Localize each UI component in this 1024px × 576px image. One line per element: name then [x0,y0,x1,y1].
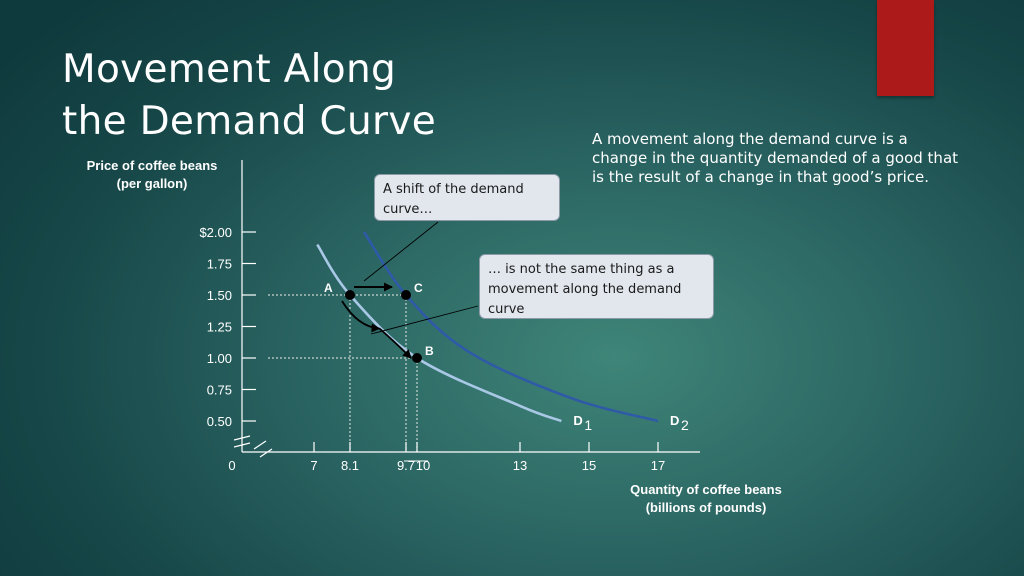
point-c [401,290,411,300]
shift-callout: A shift of the demand curve… [374,174,560,221]
accent-bar [877,0,934,96]
x-axis-title-line-1: Quantity of coffee beans [630,482,782,497]
y-tick-label-5: 0.75 [207,383,232,398]
title-line-1: Movement Along [62,47,397,92]
axis-break-mark-3 [233,435,251,441]
point-label-a: A [324,281,333,295]
x-tick-label-1: 8.1 [341,458,359,473]
origin-label: 0 [228,458,235,473]
x-tick-label-2: 9.7 [397,458,415,473]
x-axis-title-line-2: (billions of pounds) [646,500,767,515]
y-axis-title-line-2: (per gallon) [117,176,188,191]
leader-shift [363,221,439,282]
data-points: A C B [324,281,434,363]
curve-label-d2: D [670,413,679,428]
x-tick-label-4: 13 [513,458,527,473]
point-label-b: B [425,344,434,358]
movement-callout: … is not the same thing as a movement al… [479,254,714,319]
demand-curve-d2 [362,231,659,423]
x-tick-label-3: 10 [416,458,430,473]
y-tick-label-6: 0.50 [207,414,232,429]
axis-ticks: $2.001.751.501.251.000.750.507 8.1 9.7 10 13… [199,225,665,473]
axis-break-mark-4 [233,442,251,448]
leader-movement [370,305,479,335]
description-text: A movement along the demand curve is a c… [592,130,959,186]
axis-break-mark-1 [253,440,267,450]
movement-arrow-1 [341,300,381,333]
curve-label-d1: D [573,413,582,428]
x-tick-label-6: 17 [651,458,665,473]
y-tick-label-4: 1.00 [207,351,232,366]
y-tick-label-3: 1.25 [207,320,232,335]
y-axis-title-line-1: Price of coffee beans [87,158,218,173]
curve-label-subscript-d1: 1 [584,417,592,433]
curve-label-subscript-d2: 2 [681,417,689,433]
slide-title: Movement Along the Demand Curve [62,44,436,148]
axis-break-mark-2 [259,448,273,458]
title-line-2: the Demand Curve [62,99,437,144]
guide-lines [268,294,418,452]
x-tick-label-0: 7 [310,458,317,473]
x-tick-label-5: 15 [582,458,596,473]
point-label-c: C [414,281,423,295]
point-b [412,353,422,363]
y-tick-label-2: 1.50 [207,288,232,303]
callout-leaders [363,221,479,335]
y-tick-label-0: $2.00 [199,225,232,240]
y-tick-label-1: 1.75 [207,257,232,272]
point-a [345,290,355,300]
